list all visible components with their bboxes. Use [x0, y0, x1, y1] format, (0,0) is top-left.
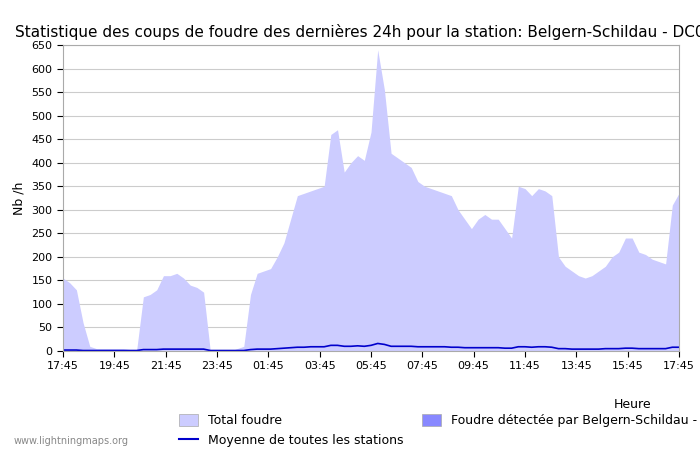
Text: www.lightningmaps.org: www.lightningmaps.org [14, 436, 129, 446]
Legend: Total foudre, Moyenne de toutes les stations, Foudre détectée par Belgern-Schild: Total foudre, Moyenne de toutes les stat… [174, 409, 700, 450]
Text: Heure: Heure [613, 398, 651, 411]
Title: Statistique des coups de foudre des dernières 24h pour la station: Belgern-Schil: Statistique des coups de foudre des dern… [15, 24, 700, 40]
Y-axis label: Nb /h: Nb /h [13, 181, 26, 215]
